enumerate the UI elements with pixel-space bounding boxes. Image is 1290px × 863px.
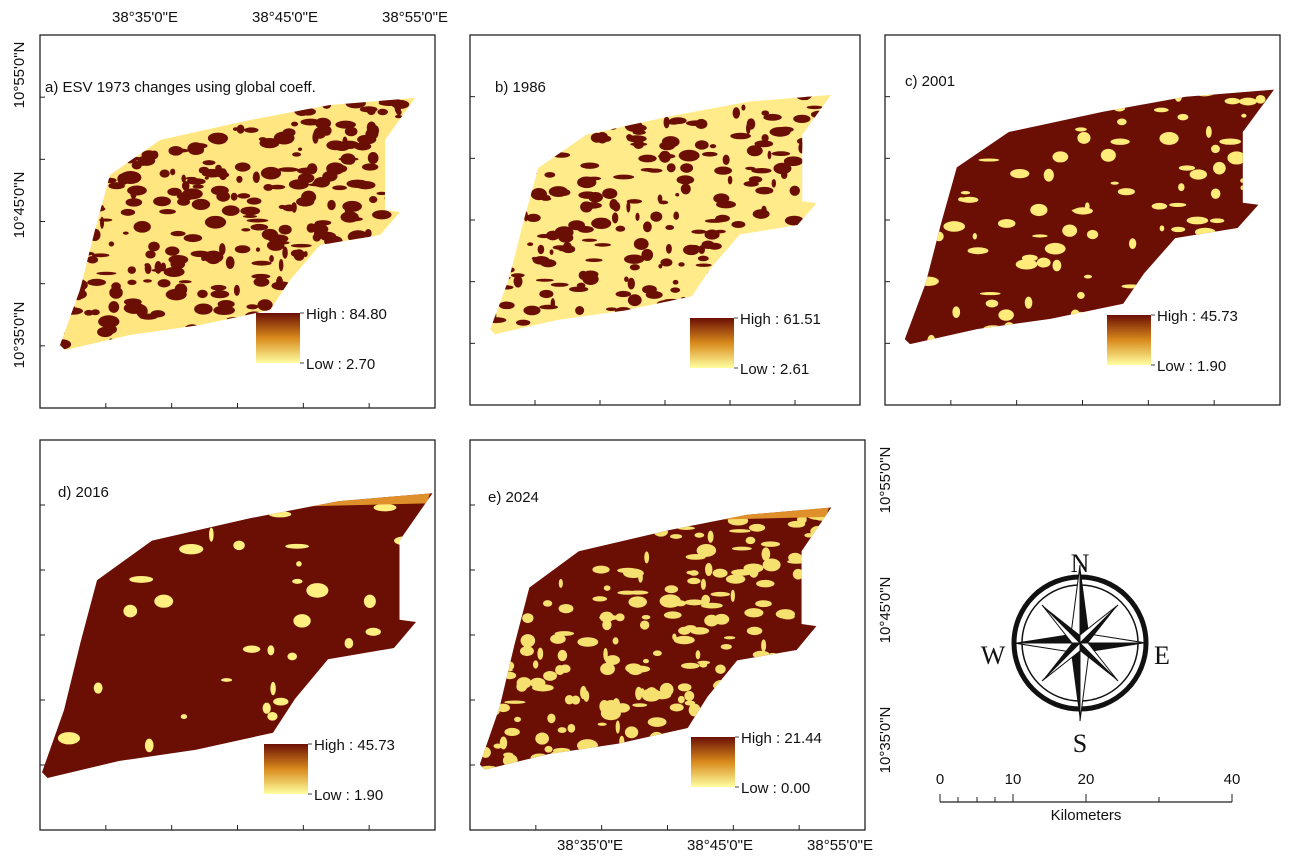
legend-high: High : 21.44 bbox=[741, 730, 822, 747]
land-cover-map bbox=[490, 94, 832, 335]
panel-label: e) 2024 bbox=[488, 489, 539, 506]
left-y-label: 10°45'0"N bbox=[11, 172, 28, 239]
bottom-x-label: 38°35'0"E bbox=[557, 837, 623, 854]
panel-label: a) ESV 1973 changes using global coeff. bbox=[45, 79, 316, 96]
panel-label: b) 1986 bbox=[495, 79, 546, 96]
scale-bar: 0 10 20 40 Kilometers bbox=[936, 771, 1241, 824]
scale-tick-label: 10 bbox=[1005, 771, 1022, 788]
coordinate-labels: 38°35'0"E 38°45'0"E 38°55'0"E 10°55'0"N … bbox=[11, 9, 894, 854]
legend-low: Low : 1.90 bbox=[314, 787, 383, 804]
map-panel: b) 1986 High : 61.51 Low : 2.61 bbox=[469, 34, 861, 406]
top-x-label: 38°55'0"E bbox=[382, 9, 448, 26]
scale-unit: Kilometers bbox=[1051, 807, 1122, 824]
right-y-label: 10°55'0"N bbox=[877, 447, 894, 514]
legend-ramp bbox=[264, 744, 308, 794]
legend-ramp bbox=[1107, 315, 1151, 365]
map-panel: c) 2001 High : 45.73 Low : 1.90 bbox=[884, 34, 1281, 406]
top-x-label: 38°45'0"E bbox=[252, 9, 318, 26]
legend-low: Low : 0.00 bbox=[741, 780, 810, 797]
map-panel: d) 2016 High : 45.73 Low : 1.90 bbox=[39, 439, 436, 831]
scale-tick-label: 40 bbox=[1224, 771, 1241, 788]
panel-label: d) 2016 bbox=[58, 484, 109, 501]
scale-tick-label: 0 bbox=[936, 771, 944, 788]
legend-high: High : 84.80 bbox=[306, 306, 387, 323]
legend-high: High : 61.51 bbox=[740, 311, 821, 328]
left-y-label: 10°55'0"N bbox=[11, 42, 28, 109]
compass: N S E W bbox=[981, 549, 1170, 758]
scale-tick-label: 20 bbox=[1078, 771, 1095, 788]
legend-ramp bbox=[256, 313, 300, 363]
map-panel: e) 2024 High : 21.44 Low : 0.00 bbox=[469, 439, 866, 831]
compass-east: E bbox=[1154, 641, 1170, 670]
legend-low: Low : 2.70 bbox=[306, 356, 375, 373]
top-x-label: 38°35'0"E bbox=[112, 9, 178, 26]
legend-ramp bbox=[690, 318, 734, 368]
bottom-x-label: 38°45'0"E bbox=[687, 837, 753, 854]
legend-high: High : 45.73 bbox=[1157, 308, 1238, 325]
legend-low: Low : 2.61 bbox=[740, 361, 809, 378]
panels: a) ESV 1973 changes using global coeff. H… bbox=[39, 34, 1281, 831]
right-y-label: 10°45'0"N bbox=[877, 577, 894, 644]
legend-high: High : 45.73 bbox=[314, 737, 395, 754]
map-panel: a) ESV 1973 changes using global coeff. H… bbox=[39, 34, 436, 409]
right-y-label: 10°35'0"N bbox=[877, 707, 894, 774]
legend-ramp bbox=[691, 737, 735, 787]
bottom-x-label: 38°55'0"E bbox=[807, 837, 873, 854]
panel-label: c) 2001 bbox=[905, 73, 955, 90]
left-y-label: 10°35'0"N bbox=[11, 302, 28, 369]
compass-north: N bbox=[1071, 549, 1090, 578]
compass-west: W bbox=[981, 641, 1006, 670]
compass-south: S bbox=[1073, 729, 1087, 758]
legend-low: Low : 1.90 bbox=[1157, 358, 1226, 375]
